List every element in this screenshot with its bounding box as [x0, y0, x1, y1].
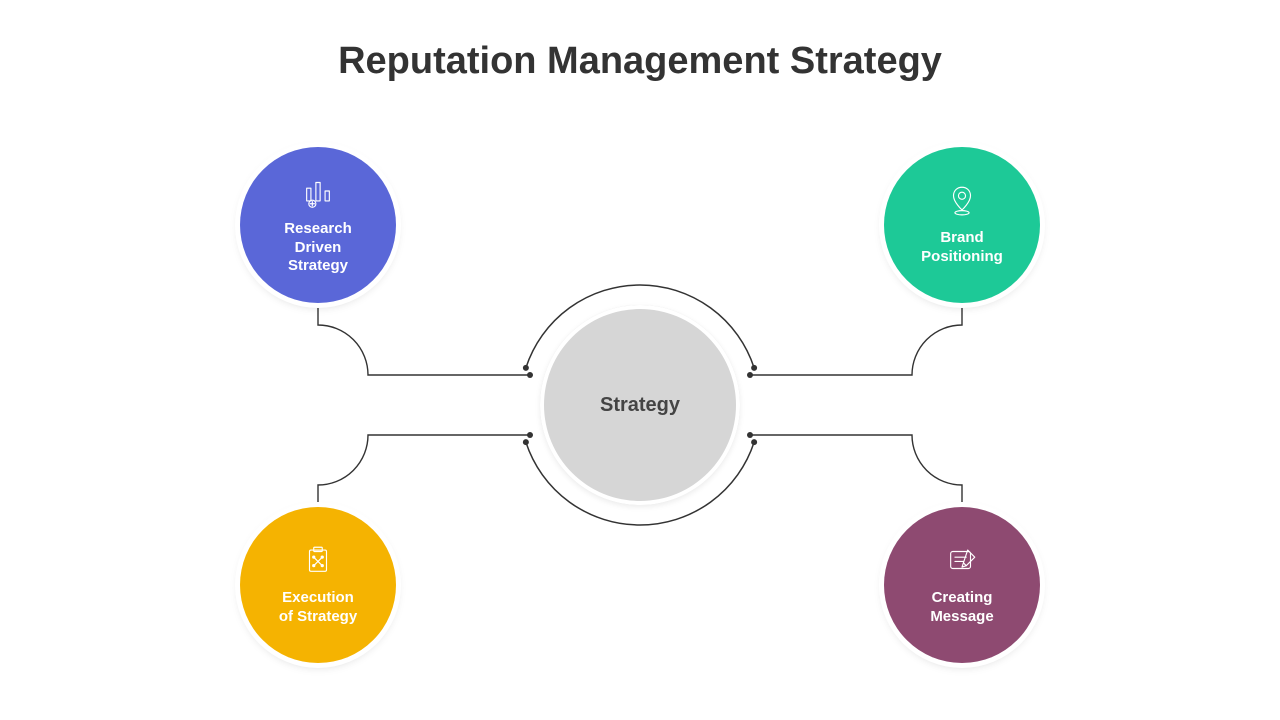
- node-label-research: ResearchDrivenStrategy: [272, 220, 364, 276]
- node-label-message: CreatingMessage: [918, 589, 1005, 627]
- diagram-canvas: Strategy ResearchDrivenStrategy BrandPos…: [0, 0, 1280, 720]
- node-label-brand: BrandPositioning: [909, 229, 1015, 267]
- node-brand: BrandPositioning: [884, 147, 1040, 303]
- pin-icon: [945, 183, 979, 221]
- node-execution: Executionof Strategy: [240, 507, 396, 663]
- center-node: Strategy: [540, 305, 740, 505]
- note-icon: [945, 543, 979, 581]
- clipboard-icon: [301, 543, 335, 581]
- chart-icon: [301, 174, 335, 212]
- node-label-execution: Executionof Strategy: [267, 589, 369, 627]
- node-message: CreatingMessage: [884, 507, 1040, 663]
- node-research: ResearchDrivenStrategy: [240, 147, 396, 303]
- center-label: Strategy: [600, 394, 680, 417]
